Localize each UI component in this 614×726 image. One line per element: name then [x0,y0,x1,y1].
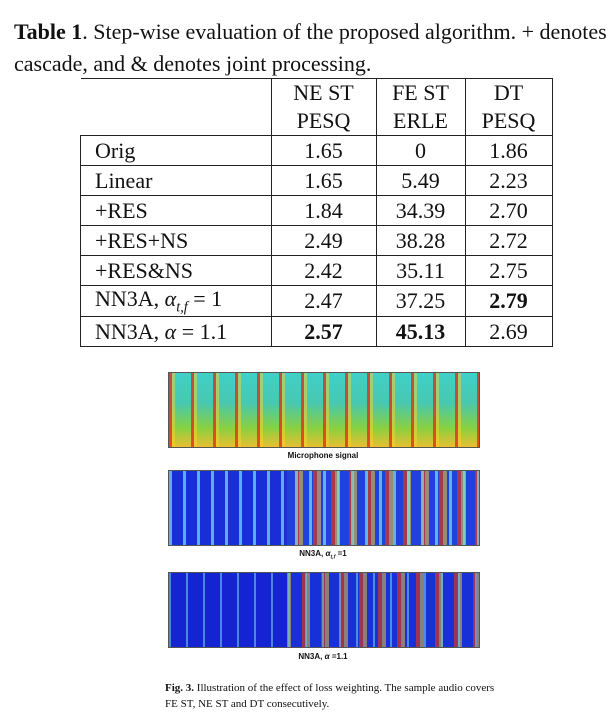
math-rhs: = 1.1 [181,318,228,344]
math-subscript: t,f [176,299,188,316]
table-cell: 1.84 [270,195,377,226]
label-text: +RES&NS [95,257,193,283]
label-text: +RES+NS [95,227,189,253]
row-label: +RES [80,195,272,226]
table-row: +RES 1.84 34.39 2.70 [80,195,553,226]
spectrogram [168,372,480,448]
table-cell: 2.69 [464,316,553,348]
table-row: NN3A, α = 1.1 2.57 45.13 2.69 [80,316,553,348]
panel-label: NN3A, αt,f =1 [168,549,478,561]
table-cell: 35.11 [375,255,466,286]
math-rhs: = 1 [193,286,223,311]
panel-label: Microphone signal [168,451,478,460]
row-label: NN3A, α = 1.1 [80,316,272,348]
header-cell: DT PESQ [464,78,553,136]
table-cell: 2.79 [464,284,553,318]
table-cell: 2.70 [464,195,553,226]
table-cell: 1.65 [270,135,377,166]
results-table: NE ST PESQ FE ST ERLE DT PESQ Orig 1.65 0 1.86 Lin… [80,78,553,348]
table-cell: 2.23 [464,165,553,196]
table-row: +RES&NS 2.42 35.11 2.75 [80,255,553,286]
table-cell: 1.86 [464,135,553,166]
table-row: NN3A, αt,f = 1 2.47 37.25 2.79 [80,284,553,318]
spectrogram [168,572,480,648]
table-row: +RES+NS 2.49 38.28 2.72 [80,225,553,256]
row-label: +RES+NS [80,225,272,256]
table-cell: 45.13 [375,316,466,348]
figure-caption-text: Illustration of the effect of loss weigh… [165,682,495,710]
table-cell: 34.39 [375,195,466,226]
table-cell: 2.72 [464,225,553,256]
math-rhs: =1.1 [331,652,348,661]
label-text: NN3A, [298,652,323,661]
label-text: NN3A, [95,318,160,344]
table-body: NE ST PESQ FE ST ERLE DT PESQ Orig 1.65 0 1.86 Lin… [80,78,553,348]
row-label: NN3A, αt,f = 1 [80,284,272,318]
caption-label: Table 1 [14,19,83,44]
label-text: Microphone signal [287,451,359,460]
table-cell: 2.75 [464,255,553,286]
math-symbol: α [164,286,177,311]
panel-label: NN3A, α =1.1 [168,652,478,661]
header-line: PESQ [481,108,536,133]
table-caption: Table 1. Step-wise evaluation of the pro… [14,16,614,80]
label-text: +RES [95,197,148,223]
label-text: Linear [95,167,153,193]
math-rhs: =1 [337,549,347,558]
row-label: Linear [80,165,272,196]
row-label: +RES&NS [80,255,272,286]
header-line: PESQ [296,108,351,133]
math-symbol: α [325,549,331,558]
spectrogram [168,470,480,546]
header-line: FE ST [392,80,449,105]
table-cell: 1.65 [270,165,377,196]
label-text: NN3A, [95,286,160,311]
label-text: Orig [95,137,136,163]
table-cell: 37.25 [375,284,466,318]
header-line: NE ST [293,80,354,105]
figure-caption: Fig. 3. Illustration of the effect of lo… [165,680,495,712]
table-row: Linear 1.65 5.49 2.23 [80,165,553,196]
header-line: ERLE [393,108,448,133]
table-row: Orig 1.65 0 1.86 [80,135,553,166]
caption-text: . Step-wise evaluation of the proposed a… [14,19,607,76]
table-cell: 38.28 [375,225,466,256]
math-symbol: α [324,652,330,661]
math-subscript: t,f [330,554,336,561]
header-cell: FE ST ERLE [375,78,466,136]
header-cell: NE ST PESQ [270,78,377,136]
table-cell: 2.49 [270,225,377,256]
table-cell: 5.49 [375,165,466,196]
header-row: NE ST PESQ FE ST ERLE DT PESQ [80,78,553,136]
row-label: Orig [80,135,272,166]
header-cell [80,78,272,136]
table-cell: 2.42 [270,255,377,286]
label-text: NN3A, [299,549,324,558]
table-cell: 2.47 [270,284,377,318]
table-cell: 0 [375,135,466,166]
header-line: DT [493,80,524,105]
figure-label: Fig. 3. [165,682,195,694]
table-cell: 2.57 [270,316,377,348]
math-symbol: α [164,318,177,344]
